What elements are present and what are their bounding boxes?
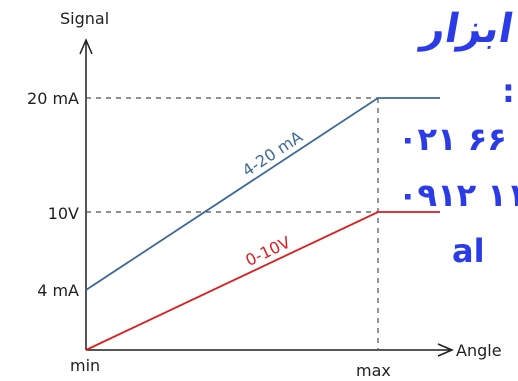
series-label-4-20ma: 4-20 mA [239,127,306,180]
y-tick-10v: 10V [48,204,79,223]
x-tick-max: max [356,361,391,380]
overlay-text-1: ابزار [417,5,518,52]
y-axis-label: Signal [60,9,109,28]
overlay-text-5: al [452,232,485,270]
y-tick-20ma: 20 mA [27,89,79,108]
series-line-4-20ma [85,97,440,291]
overlay-text-3: ۰۲۱ ۶۶ [398,120,507,158]
y-tick-4ma: 4 mA [37,281,79,300]
y-axis-arrow-icon [79,38,93,55]
series-line-0-10v [85,211,440,351]
overlay-text-2: : [502,72,515,110]
overlay-text-4: ۰۹۱۲ ۱۱ [398,176,518,214]
x-axis-label: Angle [456,341,502,360]
x-tick-min: min [70,356,100,375]
x-axis-arrow-icon [437,343,454,357]
